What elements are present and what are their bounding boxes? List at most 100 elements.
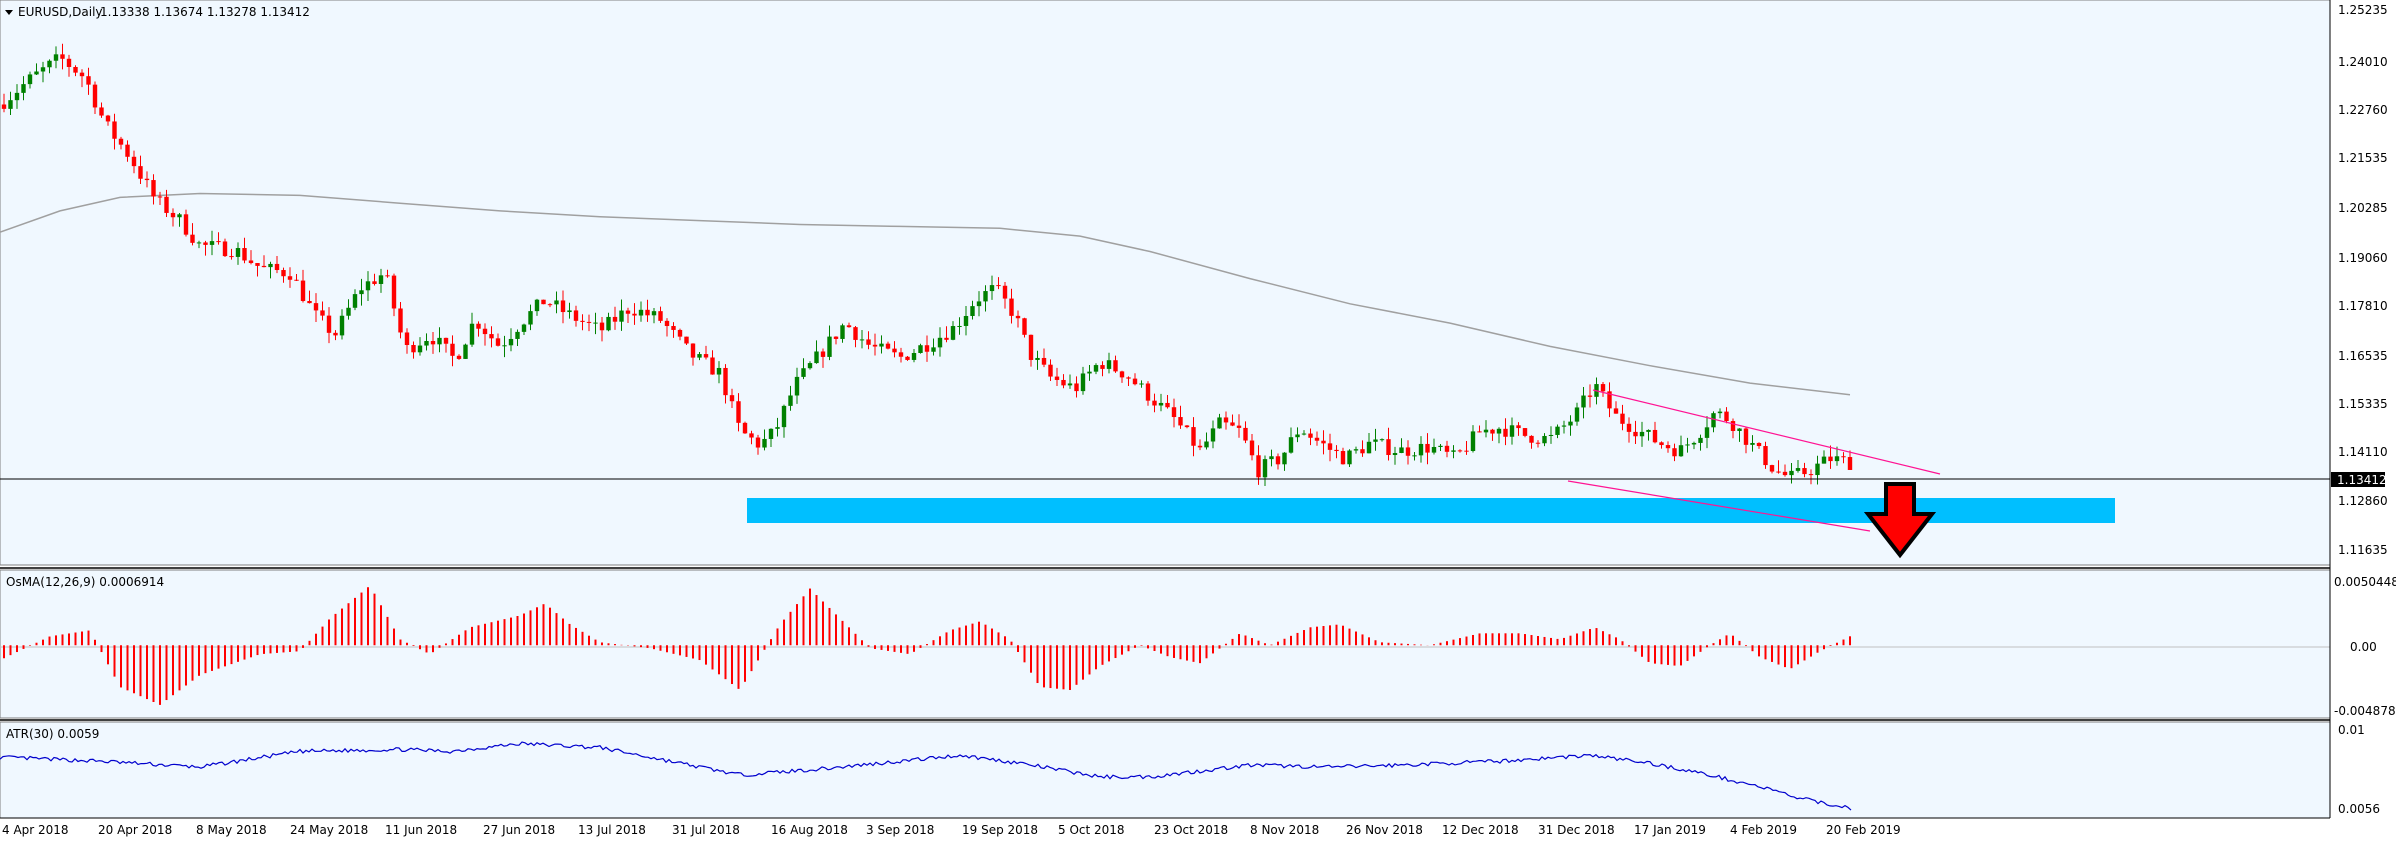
candlestick [541,299,546,305]
candlestick [1652,421,1658,444]
candlestick [151,174,156,205]
candlestick [859,330,865,349]
candlestick [755,434,761,455]
candlestick [118,136,124,150]
candlestick [1763,441,1768,469]
candlestick [1808,469,1814,485]
candlestick [905,355,910,361]
candlestick [1724,407,1729,424]
candlestick [885,341,891,350]
atr-tick: 0.0056 [2338,802,2380,816]
candlestick [1841,452,1846,464]
candlestick [1405,440,1411,465]
candlestick [1217,413,1222,429]
candlestick [515,329,520,346]
candlestick [339,309,345,340]
candlestick [1113,355,1118,373]
candlestick [1704,416,1710,449]
candlestick [1093,363,1099,375]
candlestick [1282,452,1287,471]
candlestick [521,323,527,336]
candlestick [1210,420,1216,449]
candlestick [963,306,969,336]
candlestick [1789,463,1794,484]
candlestick [1561,420,1567,434]
price-tick: 1.11635 [2338,543,2388,557]
candlestick [1295,427,1300,443]
candlestick [970,300,975,320]
candlestick [463,343,468,360]
candlestick [1139,380,1144,388]
date-label: 20 Feb 2019 [1826,823,1901,837]
candlestick [1691,441,1697,450]
atr-pane[interactable] [0,721,2331,819]
candlestick [547,303,553,308]
candlestick [1204,432,1209,450]
candlestick [690,343,696,366]
candlestick [112,113,117,150]
candlestick [177,213,182,227]
osma-tick: -0.0048784 [2334,704,2396,718]
candlestick [931,338,936,356]
candlestick [1587,384,1593,408]
candlestick [300,269,306,303]
candlestick [1821,450,1827,464]
candlestick [469,312,475,347]
candlestick [14,84,20,109]
candlestick [1626,417,1632,443]
candlestick [229,248,234,260]
candlestick [664,318,670,337]
candlestick [840,323,845,343]
candlestick [1769,464,1775,474]
candlestick [1022,317,1027,338]
candlestick [86,67,91,95]
down-arrow-icon [1863,482,1937,559]
candlestick [1717,408,1723,419]
candlestick [638,301,644,322]
candlestick [1087,364,1092,381]
candlestick [196,240,202,249]
candlestick [21,76,26,101]
candlestick [1275,453,1281,470]
date-label: 4 Feb 2019 [1730,823,1797,837]
candlestick [703,345,709,360]
candlestick [658,306,663,324]
candlestick [53,46,59,69]
candlestick [1327,433,1333,462]
candlestick [892,341,897,358]
price-pane[interactable] [0,0,2331,566]
candlestick [593,312,598,335]
candlestick [976,291,982,317]
candlestick [313,293,319,322]
osma-tick: 0.0050448 [2334,575,2396,589]
date-label: 4 Apr 2018 [2,823,69,837]
candlestick [183,209,189,237]
candlestick [534,298,540,316]
dropdown-triangle-icon[interactable] [5,10,13,15]
candlestick [417,337,423,356]
candlestick [645,299,650,322]
candlestick [1457,449,1463,453]
ohlc-values: 1.13338 1.13674 1.13278 1.13412 [100,5,310,19]
candlestick [1132,373,1138,386]
time-axis[interactable]: 4 Apr 2018 20 Apr 2018 8 May 2018 24 May… [0,817,2330,837]
candlestick [144,171,150,188]
candlestick [131,150,137,174]
candlestick [1353,446,1359,454]
candlestick [768,428,774,447]
candlestick [1269,449,1274,467]
price-axis[interactable]: 1.25235 1.24010 1.22760 1.21535 1.20285 … [2329,0,2396,818]
candlestick [671,322,676,338]
candlestick [1548,426,1554,444]
candlestick [1815,455,1820,485]
candlestick [833,336,839,345]
candlestick [846,322,852,328]
candlestick [170,208,176,227]
candlestick [1009,288,1014,324]
candlestick [1126,376,1131,386]
candlestick [164,189,169,218]
candlestick [248,250,254,265]
candlestick [34,63,39,76]
candlestick [346,299,351,320]
